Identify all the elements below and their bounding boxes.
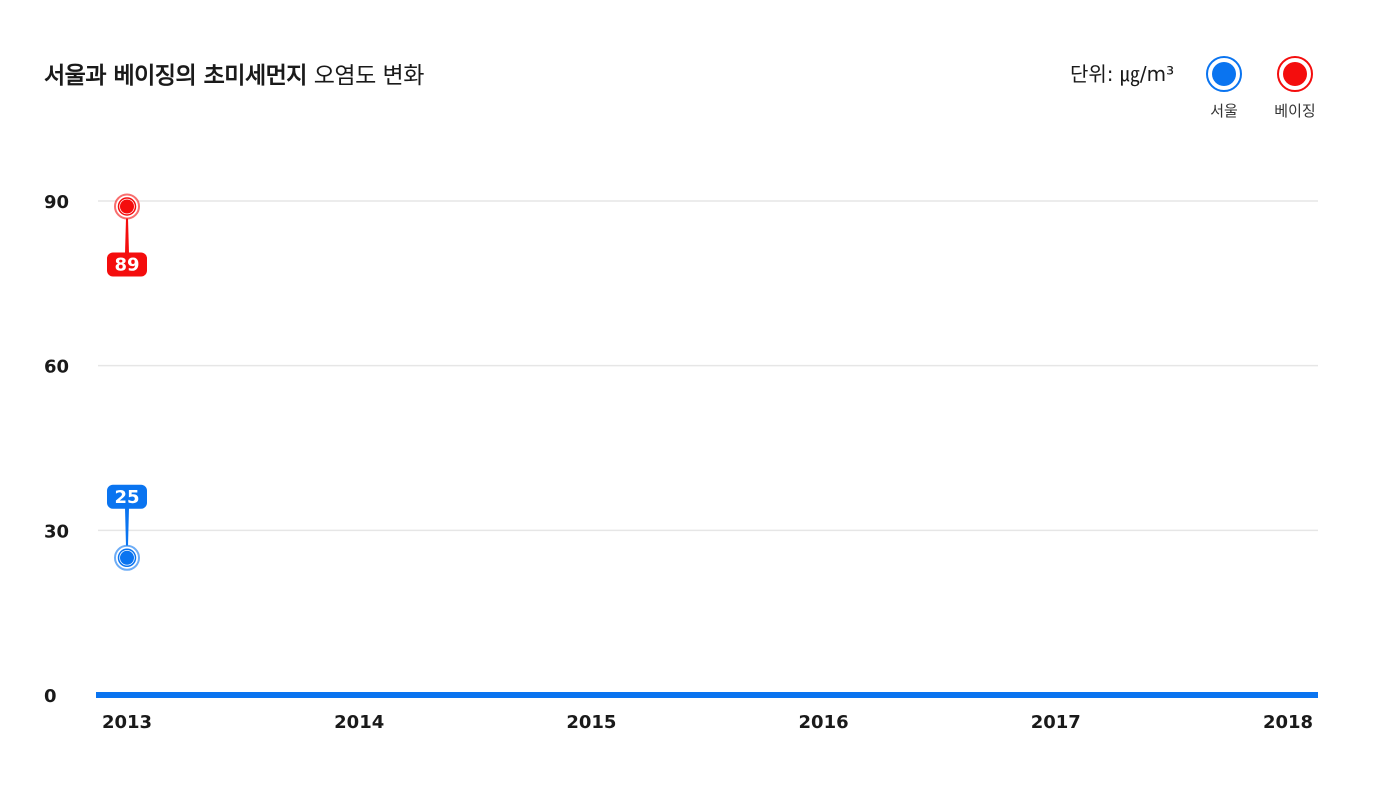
y-tick-label-60: 60 [44,357,69,378]
x-tick-label-2016: 2016 [799,712,849,733]
x-tick-label-2014: 2014 [334,712,384,733]
legend-marker-beijing-icon [1277,56,1313,92]
unit-label: 단위: ㎍/m³ [1070,62,1175,86]
data-label-서울-2013: 25 [114,487,139,508]
legend-label-seoul: 서울 [1210,102,1238,120]
legend-item-seoul[interactable]: 서울 [1189,54,1259,121]
x-tick-label-2013: 2013 [102,712,152,733]
y-tick-label-30: 30 [44,521,69,542]
y-tick-label-0: 0 [44,686,57,707]
data-label-베이징-2013: 89 [114,254,139,275]
chart-title-bold: 서울과 베이징의 초미세먼지 [44,63,307,89]
data-label-box-베이징-2013 [107,252,147,277]
legend-item-beijing[interactable]: 베이징 [1260,54,1330,121]
chart-title-light: 오염도 변화 [306,63,425,89]
data-point-서울-2013 [120,550,134,565]
x-tick-label-2018: 2018 [1263,712,1313,733]
x-tick-label-2017: 2017 [1031,712,1081,733]
data-point-베이징-2013 [120,199,134,214]
x-tick-label-2015: 2015 [566,712,616,733]
data-label-stem-서울-2013 [125,507,129,546]
data-label-box-서울-2013 [107,484,147,509]
legend-label-beijing: 베이징 [1274,102,1316,120]
chart-title: 서울과 베이징의 초미세먼지 오염도 변화 [44,56,424,90]
y-tick-label-90: 90 [44,192,69,213]
legend-marker-seoul-icon [1206,56,1242,92]
data-label-stem-베이징-2013 [125,218,129,254]
